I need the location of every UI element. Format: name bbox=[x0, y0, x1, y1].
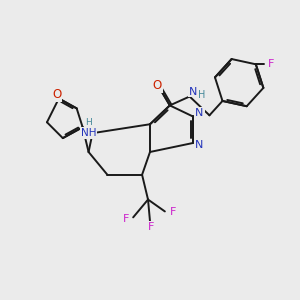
Text: H: H bbox=[85, 118, 92, 127]
Text: NH: NH bbox=[81, 128, 96, 138]
Text: N: N bbox=[195, 108, 204, 118]
Text: F: F bbox=[123, 214, 129, 224]
Text: F: F bbox=[148, 222, 154, 232]
Text: H: H bbox=[198, 89, 205, 100]
Text: O: O bbox=[52, 88, 62, 101]
Text: F: F bbox=[268, 59, 274, 69]
Text: N: N bbox=[188, 86, 197, 97]
Text: F: F bbox=[169, 207, 176, 218]
Text: N: N bbox=[195, 140, 204, 150]
Text: O: O bbox=[152, 79, 162, 92]
